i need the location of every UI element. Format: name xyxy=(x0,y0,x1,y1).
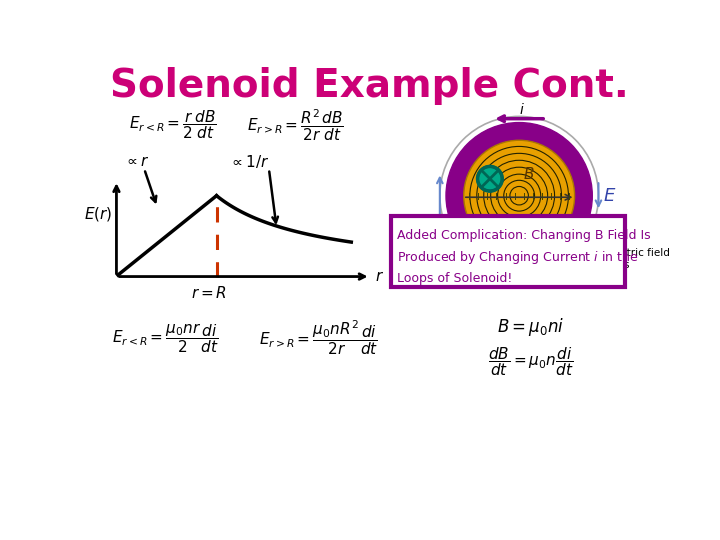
Text: $i$: $i$ xyxy=(518,102,524,117)
Text: $E_{r<R} = \dfrac{r}{2}\dfrac{dB}{dt}$: $E_{r<R} = \dfrac{r}{2}\dfrac{dB}{dt}$ xyxy=(129,109,217,141)
Text: $\dfrac{dB}{dt} = \mu_0 n\dfrac{di}{dt}$: $\dfrac{dB}{dt} = \mu_0 n\dfrac{di}{dt}$ xyxy=(488,345,573,377)
Text: $E$: $E$ xyxy=(603,187,617,205)
FancyBboxPatch shape xyxy=(390,217,625,287)
Text: $E_{r>R} = \dfrac{R^2}{2r}\dfrac{dB}{dt}$: $E_{r>R} = \dfrac{R^2}{2r}\dfrac{dB}{dt}… xyxy=(248,107,344,143)
Text: $E(r)$: $E(r)$ xyxy=(84,205,112,223)
Circle shape xyxy=(446,123,593,269)
Text: $\propto 1/r$: $\propto 1/r$ xyxy=(229,152,269,170)
Circle shape xyxy=(464,140,575,251)
Circle shape xyxy=(477,166,503,191)
Text: $r$: $r$ xyxy=(375,269,384,284)
Text: $i$: $i$ xyxy=(518,275,524,290)
Text: $E_{r<R} = \dfrac{\mu_0 nr}{2}\dfrac{di}{dt}$: $E_{r<R} = \dfrac{\mu_0 nr}{2}\dfrac{di}… xyxy=(112,321,218,355)
Text: $B = \mu_0 ni$: $B = \mu_0 ni$ xyxy=(497,315,564,338)
Text: Added Complication: Changing B Field Is
Produced by Changing Current $i$ in the
: Added Complication: Changing B Field Is … xyxy=(397,229,650,285)
Text: $E_{r>R} = \dfrac{\mu_0 nR^2}{2r}\dfrac{di}{dt}$: $E_{r>R} = \dfrac{\mu_0 nR^2}{2r}\dfrac{… xyxy=(259,319,379,357)
Text: $\propto r$: $\propto r$ xyxy=(124,153,150,168)
Text: Solenoid Example Cont.: Solenoid Example Cont. xyxy=(109,68,629,105)
Text: Electric field
lines: Electric field lines xyxy=(577,248,670,269)
Text: $r = R$: $r = R$ xyxy=(191,286,227,301)
Text: $B$: $B$ xyxy=(523,166,534,182)
